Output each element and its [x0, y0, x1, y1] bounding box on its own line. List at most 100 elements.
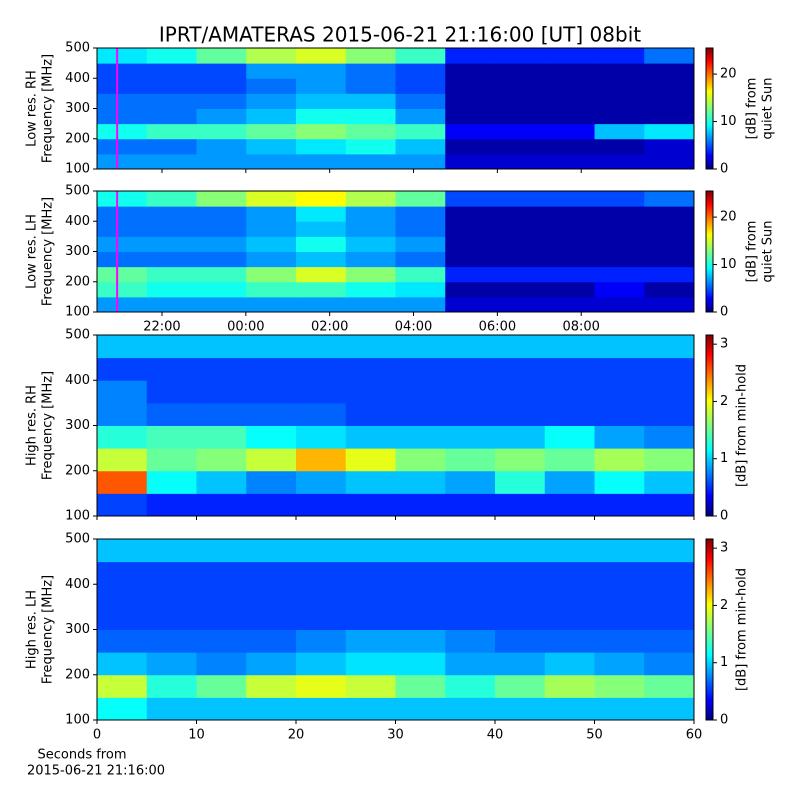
- heatmap-cell: [296, 357, 347, 381]
- colorbar-tick-label: 3: [720, 541, 728, 556]
- heatmap-cell: [445, 674, 496, 698]
- heatmap-cell: [196, 380, 247, 404]
- heatmap-cell: [544, 493, 595, 517]
- heatmap-cell: [594, 93, 645, 109]
- heatmap-cell: [395, 606, 446, 630]
- colorbar-tick-label: 10: [720, 114, 737, 129]
- heatmap-cell: [644, 402, 695, 426]
- heatmap-cell: [395, 470, 446, 494]
- heatmap-cell: [345, 335, 396, 359]
- heatmap-cell: [146, 221, 197, 237]
- heatmap-cell: [196, 266, 247, 283]
- heatmap-cell: [196, 402, 247, 426]
- y-tick-label: 300: [65, 244, 90, 259]
- heatmap-cell: [97, 48, 148, 64]
- heatmap-cell: [246, 652, 297, 676]
- heatmap-cell: [544, 470, 595, 494]
- colorbar-tick-label: 0: [720, 305, 728, 320]
- heatmap-cell: [594, 206, 645, 222]
- heatmap-cell: [97, 606, 148, 630]
- heatmap-cell: [644, 425, 695, 449]
- heatmap-cell: [246, 539, 297, 563]
- heatmap-cell: [146, 357, 197, 381]
- heatmap-cell: [495, 493, 546, 517]
- heatmap-cell: [146, 78, 197, 94]
- heatmap-cell: [594, 296, 645, 313]
- heatmap-cell: [395, 448, 446, 472]
- y-tick-label: 500: [65, 41, 90, 56]
- heatmap-cell: [146, 606, 197, 630]
- heatmap-cell: [196, 78, 247, 94]
- heatmap-cell: [395, 93, 446, 109]
- heatmap-cell: [395, 138, 446, 155]
- y-tick-label: 100: [65, 509, 90, 524]
- heatmap-cell: [594, 153, 645, 170]
- heatmap-cell: [395, 652, 446, 676]
- heatmap-cell: [544, 63, 595, 79]
- y-tick-label: 500: [65, 328, 90, 343]
- heatmap-cell: [296, 63, 347, 79]
- heatmap-cell: [345, 606, 396, 630]
- heatmap-cell: [644, 48, 695, 64]
- heatmap-cell: [296, 335, 347, 359]
- heatmap-cell: [644, 191, 695, 207]
- heatmap-cell: [544, 425, 595, 449]
- heatmap-cell: [594, 191, 645, 207]
- heatmap-cell: [495, 470, 546, 494]
- heatmap-cell: [395, 380, 446, 404]
- heatmap-cell: [97, 138, 148, 155]
- y-tick-label: 100: [65, 713, 90, 728]
- heatmap-cell: [246, 191, 297, 207]
- heatmap-cell: [146, 402, 197, 426]
- heatmap-cell: [495, 335, 546, 359]
- heatmap-cell: [495, 357, 546, 381]
- x-tick-label: 30: [387, 728, 404, 743]
- x-tick-label: 20: [288, 728, 305, 743]
- heatmap-cell: [146, 123, 197, 140]
- x-tick-label: 10: [188, 728, 205, 743]
- heatmap-cell: [345, 674, 396, 698]
- heatmap-cell: [594, 236, 645, 252]
- y-tick-label: 400: [65, 214, 90, 229]
- heatmap-cell: [196, 93, 247, 109]
- heatmap-cell: [296, 697, 347, 721]
- heatmap-cell: [296, 493, 347, 517]
- heatmap-cell: [97, 652, 148, 676]
- heatmap-cell: [644, 78, 695, 94]
- heatmap-cell: [644, 629, 695, 653]
- heatmap-cell: [445, 448, 496, 472]
- heatmap-cell: [296, 674, 347, 698]
- heatmap-cell: [445, 93, 496, 109]
- heatmap-cell: [445, 221, 496, 237]
- heatmap-cell: [196, 493, 247, 517]
- y-tick-label: 400: [65, 71, 90, 86]
- heatmap-cell: [544, 123, 595, 140]
- heatmap-cell: [146, 191, 197, 207]
- heatmap-cell: [97, 191, 148, 207]
- heatmap-cell: [345, 206, 396, 222]
- heatmap-cell: [644, 357, 695, 381]
- heatmap-cell: [146, 584, 197, 608]
- heatmap-cell: [97, 539, 148, 563]
- heatmap-cell: [196, 697, 247, 721]
- heatmap-cell: [296, 281, 347, 298]
- heatmap-cell: [196, 335, 247, 359]
- colorbar-tick-label: 1: [720, 655, 728, 670]
- heatmap-cell: [246, 697, 297, 721]
- x-tick-label: 22:00: [143, 320, 180, 335]
- heatmap-cell: [495, 236, 546, 252]
- colorbar-label: [dB] from: [745, 78, 760, 140]
- heatmap-cell: [544, 606, 595, 630]
- heatmap-cell: [345, 63, 396, 79]
- heatmap-cell: [97, 281, 148, 298]
- heatmap-cell: [345, 493, 396, 517]
- heatmap-cell: [345, 251, 396, 268]
- heatmap-cell: [644, 584, 695, 608]
- heatmap-cell: [644, 236, 695, 252]
- heatmap-cell: [395, 108, 446, 125]
- heatmap-cell: [395, 48, 446, 64]
- heatmap-cell: [196, 470, 247, 494]
- heatmap-cell: [445, 561, 496, 585]
- heatmap-cell: [445, 108, 496, 125]
- heatmap-cell: [395, 697, 446, 721]
